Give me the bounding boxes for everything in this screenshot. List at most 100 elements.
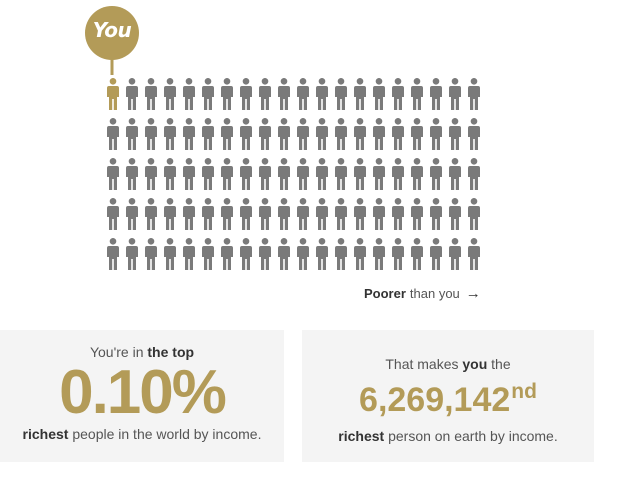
person-icon [464, 78, 483, 110]
person-icon [236, 118, 255, 150]
person-icon [236, 238, 255, 270]
top-percent-description: richest people in the world by income. [0, 426, 284, 442]
person-icon [141, 78, 160, 110]
you-marker: You [84, 5, 140, 77]
person-icon [331, 238, 350, 270]
person-icon [217, 238, 236, 270]
person-icon [198, 158, 217, 190]
person-icon [179, 78, 198, 110]
person-icon [122, 118, 141, 150]
person-icon [331, 198, 350, 230]
rank-ordinal: nd [511, 380, 537, 403]
person-icon [160, 78, 179, 110]
person-icon [369, 78, 388, 110]
person-icon [255, 78, 274, 110]
person-icon [369, 118, 388, 150]
person-icon [198, 198, 217, 230]
person-icon [255, 158, 274, 190]
person-icon [160, 238, 179, 270]
person-icon [388, 118, 407, 150]
person-icon [198, 78, 217, 110]
person-icon [407, 118, 426, 150]
richest-label: richest [22, 426, 69, 442]
person-icon [160, 158, 179, 190]
person-icon [160, 198, 179, 230]
person-icon [274, 78, 293, 110]
person-icon [122, 238, 141, 270]
person-icon [445, 158, 464, 190]
person-icon [179, 158, 198, 190]
person-icon [388, 78, 407, 110]
person-icon [293, 198, 312, 230]
person-icon [388, 158, 407, 190]
person-icon [274, 118, 293, 150]
person-icon [217, 198, 236, 230]
person-icon [236, 198, 255, 230]
world-rank: 6,269,142nd [302, 372, 594, 420]
person-icon [407, 198, 426, 230]
person-icon [122, 158, 141, 190]
description-text: people in the world by income. [72, 426, 262, 442]
person-icon [426, 78, 445, 110]
person-icon [426, 158, 445, 190]
person-icon [236, 78, 255, 110]
person-icon [274, 198, 293, 230]
person-icon [445, 238, 464, 270]
intro-emphasis: the top [147, 344, 195, 360]
person-icon [293, 118, 312, 150]
person-icon [312, 118, 331, 150]
person-icon [179, 238, 198, 270]
person-icon [388, 198, 407, 230]
person-icon [236, 158, 255, 190]
person-icon [369, 158, 388, 190]
richest-label: richest [338, 428, 385, 444]
person-icon [103, 158, 122, 190]
person-icon [274, 158, 293, 190]
person-icon [160, 118, 179, 150]
person-icon [255, 118, 274, 150]
person-icon [122, 198, 141, 230]
person-icon [179, 198, 198, 230]
person-icon [293, 158, 312, 190]
person-icon [407, 158, 426, 190]
person-icon [255, 198, 274, 230]
person-icon [179, 118, 198, 150]
poorer-than-you-caption: Poorer than you → [364, 285, 481, 302]
person-icon [293, 78, 312, 110]
rank-description: richest person on earth by income. [302, 428, 594, 444]
person-icon [445, 198, 464, 230]
person-icon [141, 238, 160, 270]
description-text: person on earth by income. [388, 428, 558, 444]
person-icon [369, 238, 388, 270]
top-percent-intro: You're in the top [0, 344, 284, 360]
intro-text: You're in [89, 344, 144, 360]
person-icon [331, 158, 350, 190]
person-icon [198, 118, 217, 150]
person-icon [350, 158, 369, 190]
person-icon [350, 198, 369, 230]
intro-suffix: the [491, 356, 511, 372]
person-icon [312, 198, 331, 230]
person-icon [407, 238, 426, 270]
person-icon [350, 78, 369, 110]
person-icon [103, 118, 122, 150]
rank-number: 6,269,142 [359, 381, 511, 419]
person-icon [426, 198, 445, 230]
person-icon [350, 118, 369, 150]
people-grid [103, 78, 483, 270]
person-icon [103, 198, 122, 230]
poorer-rest: than you [409, 286, 460, 301]
person-icon [141, 118, 160, 150]
person-icon [407, 78, 426, 110]
person-icon [464, 198, 483, 230]
arrow-right-icon: → [465, 285, 481, 302]
rank-card: That makes you the 6,269,142nd richest p… [302, 330, 594, 462]
person-icon [331, 118, 350, 150]
top-percentage: 0.10% [59, 358, 227, 427]
person-icon [103, 238, 122, 270]
intro-text: That makes [385, 356, 459, 372]
poorer-label: Poorer [364, 286, 406, 301]
you-label: You [92, 18, 132, 42]
person-icon [445, 118, 464, 150]
person-icon [141, 158, 160, 190]
